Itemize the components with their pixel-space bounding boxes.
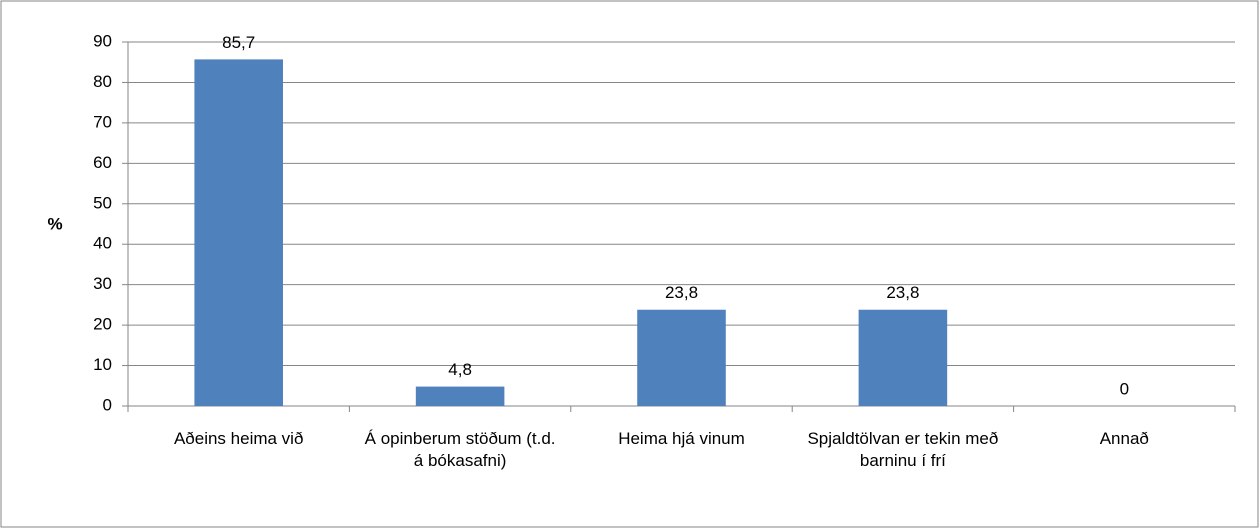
y-tick-label: 80 <box>93 72 112 91</box>
bar <box>858 309 948 406</box>
x-tick-label: Á opinberum stöðum (t.d. á bókasafni) <box>364 429 556 470</box>
y-tick-label: 60 <box>93 153 112 172</box>
x-tick-label: Heima hjá vinum <box>618 429 745 448</box>
y-tick-label: 40 <box>93 234 112 253</box>
data-label: 4,8 <box>448 360 472 379</box>
x-tick-label: Annað <box>1099 429 1149 448</box>
y-tick-label: 0 <box>103 395 112 414</box>
y-tick-label: 90 <box>93 31 112 50</box>
y-tick-label: 20 <box>93 315 112 334</box>
y-axis-label: % <box>47 214 62 233</box>
bar <box>415 386 505 406</box>
y-tick-label: 70 <box>93 112 112 131</box>
y-tick-label: 30 <box>93 274 112 293</box>
bar <box>637 309 726 406</box>
x-tick-label: Spjaldtölvan er tekin með barninu í frí <box>807 429 999 470</box>
data-label: 23,8 <box>665 283 698 302</box>
bar <box>194 59 283 406</box>
x-tick-label: Aðeins heima við <box>173 429 304 448</box>
data-label: 0 <box>1120 379 1129 398</box>
y-tick-label: 10 <box>93 355 112 374</box>
data-label: 85,7 <box>222 33 255 52</box>
y-tick-label: 50 <box>93 193 112 212</box>
data-label: 23,8 <box>886 283 919 302</box>
